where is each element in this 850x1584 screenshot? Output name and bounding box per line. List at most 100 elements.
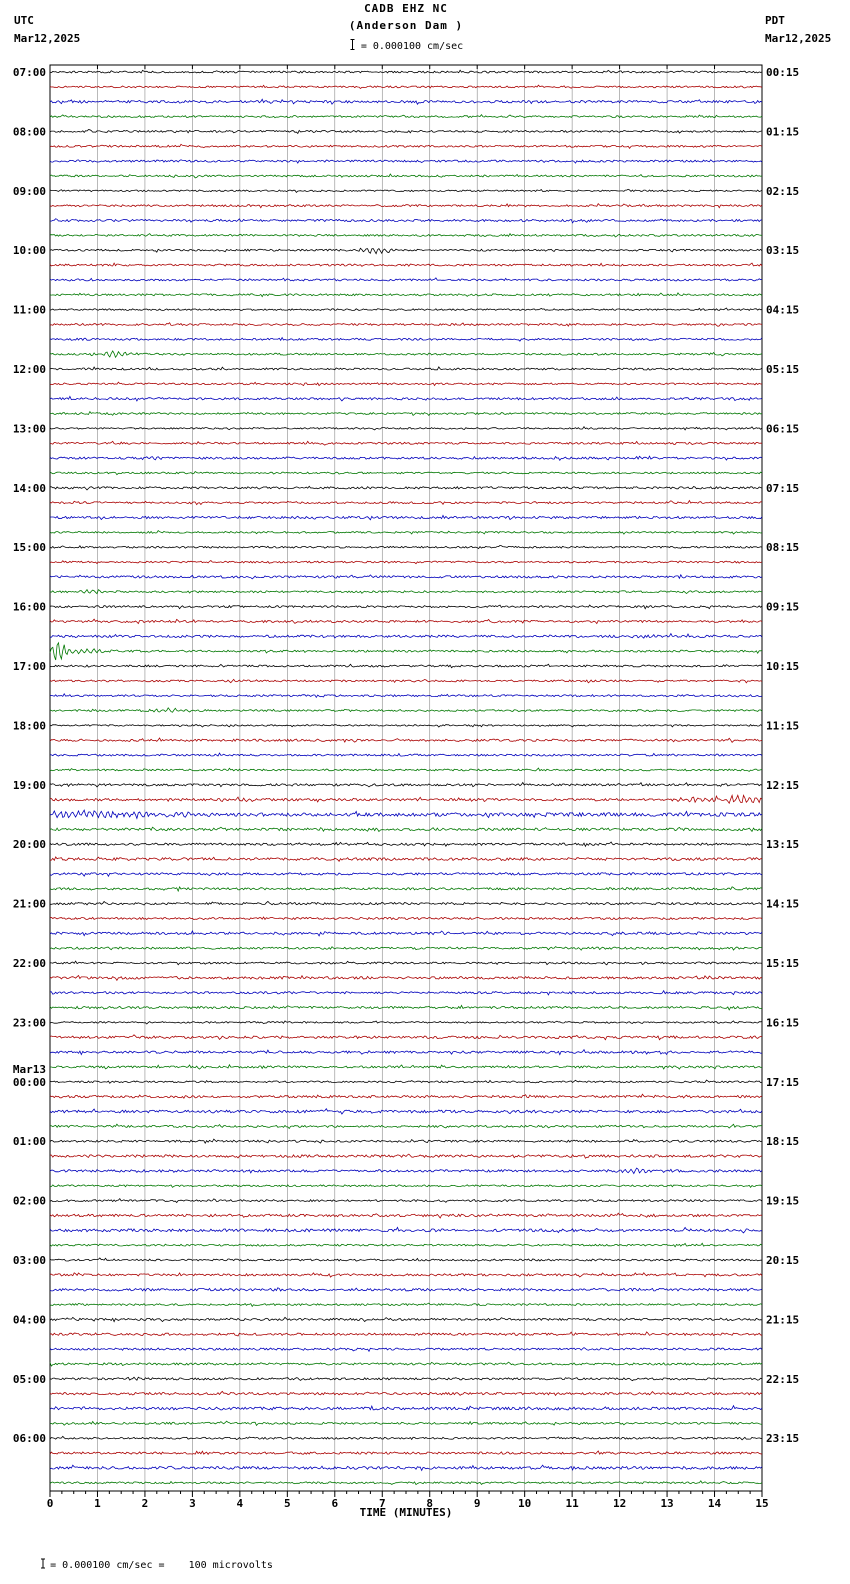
- utc-hour-label: 10:00: [13, 244, 46, 257]
- seismo-trace-0745: [49, 114, 763, 119]
- seismo-trace-0315: [49, 1272, 763, 1278]
- seismo-trace-0415: [49, 1331, 763, 1337]
- title-block: CADB EHZ NC (Anderson Dam ) = 0.000100 c…: [50, 2, 762, 54]
- scale-legend: = 0.000100 cm/sec: [50, 38, 762, 54]
- seismo-trace-0045: [49, 1123, 763, 1130]
- seismo-trace-0115: [49, 1153, 763, 1159]
- seismo-trace-0900: [49, 188, 763, 194]
- x-tick-label: 14: [708, 1497, 722, 1510]
- seismo-trace-1330: [49, 455, 763, 462]
- seismo-trace-0945: [49, 232, 763, 238]
- seismo-trace-0100: [49, 1138, 763, 1145]
- pdt-timezone-label: PDT: [765, 14, 785, 27]
- seismo-trace-0700: [50, 69, 763, 74]
- pdt-hour-label: 11:15: [766, 719, 799, 732]
- seismo-trace-0030: [49, 1107, 763, 1115]
- pdt-hour-label: 07:15: [766, 482, 799, 495]
- x-tick-label: 5: [284, 1497, 291, 1510]
- x-tick-label: 9: [474, 1497, 481, 1510]
- pdt-hour-label: 17:15: [766, 1076, 799, 1089]
- seismo-trace-0500: [49, 1376, 763, 1382]
- utc-hour-label: 01:00: [13, 1135, 46, 1148]
- seismo-trace-0815: [49, 143, 763, 149]
- station-location: (Anderson Dam ): [348, 19, 464, 32]
- scale-footnote: = 0.000100 cm/sec = 100 microvolts: [4, 1547, 273, 1583]
- pdt-hour-label: 22:15: [766, 1373, 799, 1386]
- seismo-trace-1500: [49, 544, 763, 550]
- x-tick-label: 2: [142, 1497, 149, 1510]
- seismo-trace-2345: [50, 1063, 763, 1070]
- pdt-hour-label: 20:15: [766, 1254, 799, 1267]
- pdt-hour-label: 18:15: [766, 1135, 799, 1148]
- pdt-hour-label: 14:15: [766, 898, 799, 911]
- utc-timezone-label: UTC: [14, 14, 34, 27]
- pdt-hour-label: 16:15: [766, 1016, 799, 1029]
- seismo-trace-0600: [49, 1435, 763, 1441]
- seismo-trace-2115: [49, 916, 763, 921]
- x-tick-label: 10: [518, 1497, 531, 1510]
- pdt-hour-label: 09:15: [766, 601, 799, 614]
- seismo-trace-1245: [50, 410, 763, 417]
- seismo-trace-1530: [49, 573, 763, 580]
- x-tick-label: 12: [613, 1497, 626, 1510]
- x-tick-label: 15: [755, 1497, 768, 1510]
- utc-hour-label: 14:00: [13, 482, 46, 495]
- seismo-trace-1100: [49, 307, 762, 311]
- seismo-trace-2215: [49, 974, 763, 982]
- utc-hour-label: 21:00: [13, 898, 46, 911]
- seismo-trace-0000: [49, 1079, 762, 1084]
- utc-hour-label: 07:00: [13, 66, 46, 79]
- seismo-trace-0400: [49, 1316, 763, 1323]
- seismo-trace-1200: [49, 366, 763, 371]
- x-tick-label: 0: [47, 1497, 54, 1510]
- seismo-trace-0230: [49, 1226, 763, 1234]
- x-tick-label: 6: [331, 1497, 338, 1510]
- seismo-trace-1915: [50, 794, 763, 805]
- seismo-trace-0200: [49, 1197, 763, 1204]
- pdt-hour-label: 01:15: [766, 125, 799, 138]
- pdt-hour-label: 21:15: [766, 1313, 799, 1326]
- seismo-trace-0530: [49, 1404, 763, 1411]
- x-tick-label: 4: [237, 1497, 244, 1510]
- seismo-trace-1545: [49, 588, 763, 595]
- seismo-trace-0730: [49, 98, 763, 105]
- seismo-trace-1645: [49, 641, 763, 661]
- seismo-trace-2300: [49, 1020, 763, 1025]
- seismo-trace-2045: [49, 886, 763, 893]
- seismo-trace-2145: [49, 946, 762, 951]
- station-title: CADB EHZ NC: [364, 2, 448, 15]
- utc-header: UTC Mar12,2025: [14, 12, 80, 48]
- pdt-hour-label: 05:15: [766, 363, 799, 376]
- seismo-trace-2200: [49, 960, 763, 966]
- utc-hour-label: 23:00: [13, 1016, 46, 1029]
- seismo-trace-0015: [49, 1093, 763, 1099]
- seismo-trace-1115: [49, 322, 763, 327]
- pdt-hour-label: 08:15: [766, 541, 799, 554]
- seismo-trace-0915: [49, 203, 763, 209]
- seismo-trace-1300: [49, 425, 763, 431]
- seismo-trace-0345: [49, 1302, 763, 1308]
- seismo-trace-2015: [49, 856, 763, 862]
- x-tick-label: 8: [426, 1497, 433, 1510]
- seismo-trace-0800: [49, 129, 763, 135]
- pdt-date-label: Mar12,2025: [765, 32, 832, 45]
- seismo-trace-1900: [49, 781, 763, 788]
- seismo-trace-1815: [49, 737, 763, 744]
- utc-hour-label: 13:00: [13, 422, 46, 435]
- scale-label: = 0.000100 cm/sec: [360, 40, 464, 52]
- x-axis-title: TIME (MINUTES): [359, 1506, 453, 1519]
- utc-hour-label: 06:00: [13, 1432, 46, 1445]
- utc-hour-label: 20:00: [13, 838, 46, 851]
- utc-hour-label: 17:00: [13, 660, 46, 673]
- x-tick-label: 7: [379, 1497, 386, 1510]
- seismo-trace-1600: [49, 604, 763, 610]
- x-tick-label: 11: [566, 1497, 580, 1510]
- seismo-trace-1215: [49, 381, 762, 387]
- seismo-trace-0830: [49, 159, 763, 164]
- seismo-trace-1945: [49, 826, 763, 833]
- utc-hour-label: 11:00: [13, 304, 46, 317]
- x-tick-label: 13: [660, 1497, 673, 1510]
- utc-date-rollover-label: Mar13: [13, 1063, 46, 1076]
- utc-hour-label: 05:00: [13, 1373, 46, 1386]
